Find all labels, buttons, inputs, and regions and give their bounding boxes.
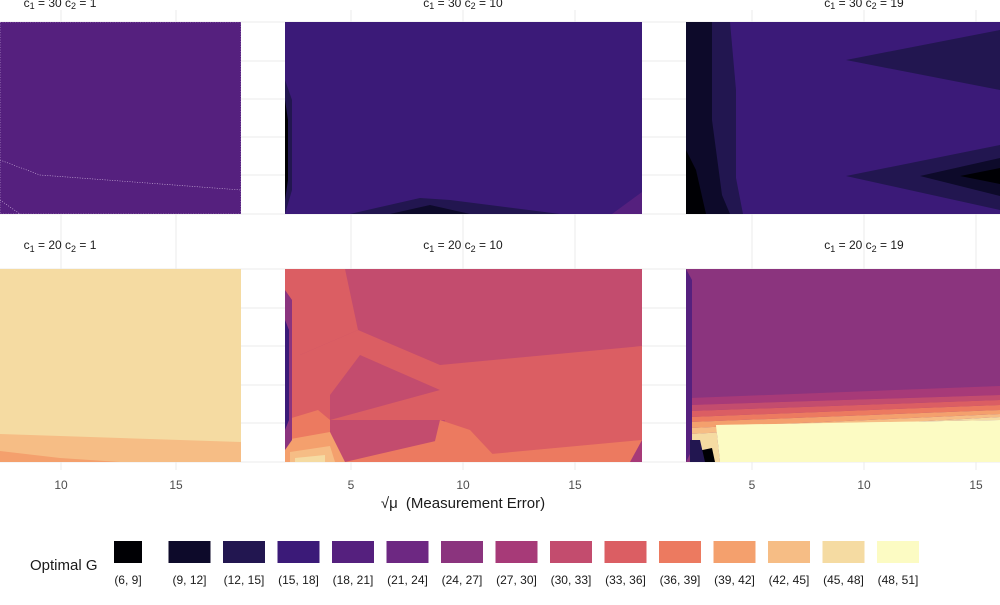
legend-label-8: (27, 30]	[496, 573, 537, 587]
panel-6-region-36-39	[690, 405, 1000, 422]
legend-label-12: (39, 42]	[714, 573, 755, 587]
x-tick-label-panel-5-0: 5	[348, 478, 355, 492]
x-tick-label-panel-6-1: 10	[857, 478, 871, 492]
legend-label-3: (12, 15]	[224, 573, 265, 587]
panel-6-region-39-42	[690, 410, 1000, 428]
panel-6-region-21-24	[686, 269, 1000, 395]
panel-4-contours	[0, 269, 241, 462]
legend-key-5	[332, 541, 374, 563]
legend-key-10	[604, 541, 647, 563]
panel-5-region-30-33-island	[330, 355, 440, 420]
legend-key-15	[877, 541, 919, 563]
legend-key-1	[114, 541, 142, 563]
panel-2-region-18-21-corner	[612, 192, 642, 214]
legend-title: Optimal G	[30, 557, 98, 574]
panel-2-region-9-12-bottom	[390, 205, 470, 214]
panel-3-contours	[686, 22, 1000, 214]
panel-6-region-12-15-corner	[690, 440, 705, 462]
panel-6-region-18-21-edge	[686, 269, 692, 462]
legend: Optimal G (6, 9] (9, 12] (12, 15] (15, 18](…	[30, 541, 919, 587]
x-tick-label-panel-4-0: 10	[54, 478, 68, 492]
legend-label-2: (9, 12]	[172, 573, 206, 587]
x-axis-label-symbol: √μ	[381, 495, 398, 512]
panel-1-contours	[0, 22, 241, 214]
panel-5-region-27-30-corner	[630, 440, 642, 462]
legend-key-4	[277, 541, 320, 563]
legend-label-14: (45, 48]	[823, 573, 864, 587]
x-tick-label-panel-6-2: 15	[969, 478, 983, 492]
panel-3-region-9-12-lower-wedge	[920, 158, 1000, 196]
panel-5-region-36-39-wedge	[430, 420, 500, 462]
panel-4-region-39-42	[0, 451, 120, 462]
x-axis-label: √μ (Measurement Error)	[381, 495, 545, 512]
x-tick-labels: 10 15 5 10 15 5 10 15	[54, 478, 983, 492]
panel-6-region-30-33	[690, 395, 1000, 411]
legend-key-2	[168, 541, 211, 563]
panel-6-region-48-51	[716, 420, 1000, 462]
legend-label-5: (18, 21]	[333, 573, 374, 587]
panel-3-region-6-9-lower-wedge	[960, 168, 1000, 184]
legend-label-7: (24, 27]	[442, 573, 483, 587]
panel-2-region-15-18	[285, 22, 642, 214]
legend-key-9	[550, 541, 592, 563]
x-tick-label-panel-5-1: 10	[456, 478, 470, 492]
legend-key-13	[768, 541, 810, 563]
legend-label-4: (15, 18]	[278, 573, 319, 587]
strip-title-panel-6: c1 = 20 c2 = 19	[824, 238, 904, 254]
panel-5-region-33-36-left	[285, 269, 358, 462]
legend-key-14	[822, 541, 865, 563]
strip-titles: c1 = 30 c2 = 1 c1 = 30 c2 = 10 c1 = 30 c…	[24, 0, 904, 254]
legend-label-15: (48, 51]	[878, 573, 919, 587]
legend-key-12	[713, 541, 756, 563]
panel-6-region-27-30	[690, 386, 1000, 405]
panel-4-region-45-48	[0, 269, 241, 462]
panel-5-region-45-48-bottom	[295, 455, 325, 462]
panel-3-region-9-12-left	[686, 22, 730, 214]
panel-3-region-6-9-left	[686, 150, 706, 214]
panel-5-region-15-18-edge	[285, 320, 289, 430]
strip-title-panel-4: c1 = 20 c2 = 1	[24, 238, 97, 254]
x-axis-label-text: (Measurement Error)	[406, 495, 545, 512]
legend-label-1: (6, 9]	[114, 573, 141, 587]
panel-2-region-6-9-left	[285, 100, 288, 200]
panel-3-region-12-15-upper-wedge	[846, 30, 1000, 90]
legend-key-8	[495, 541, 538, 563]
panel-2-contours	[285, 22, 642, 214]
x-tick-label-panel-6-0: 5	[749, 478, 756, 492]
strip-title-panel-3: c1 = 30 c2 = 19	[824, 0, 904, 11]
legend-key-3	[223, 541, 265, 563]
strip-title-panel-2: c1 = 30 c2 = 10	[423, 0, 503, 11]
x-tick-label-panel-4-1: 15	[169, 478, 183, 492]
panel-5-region-30-33-patch	[330, 420, 445, 462]
legend-label-11: (36, 39]	[660, 573, 701, 587]
legend-key-11	[659, 541, 701, 563]
legend-keys: (6, 9] (9, 12] (12, 15] (15, 18] (18, 21] (21…	[114, 541, 919, 587]
x-tick-label-panel-5-2: 15	[568, 478, 582, 492]
panel-2-region-12-15-bottom	[350, 198, 560, 214]
legend-label-10: (33, 36]	[605, 573, 646, 587]
panel-6-contours	[686, 269, 1000, 462]
strip-title-panel-5: c1 = 20 c2 = 10	[423, 238, 503, 254]
panel-3-region-12-15-lower-wedge	[846, 145, 1000, 210]
panel-5-contours	[285, 269, 642, 462]
panel-6-region-33-36	[690, 400, 1000, 417]
legend-label-13: (42, 45]	[769, 573, 810, 587]
legend-label-9: (30, 33]	[551, 573, 592, 587]
strip-title-panel-1: c1 = 30 c2 = 1	[24, 0, 97, 11]
panel-1-region-18-21	[0, 22, 241, 214]
legend-key-6	[386, 541, 429, 563]
legend-label-6: (21, 24]	[387, 573, 428, 587]
panel-4-region-42-45	[0, 434, 241, 462]
legend-key-7	[441, 541, 483, 563]
